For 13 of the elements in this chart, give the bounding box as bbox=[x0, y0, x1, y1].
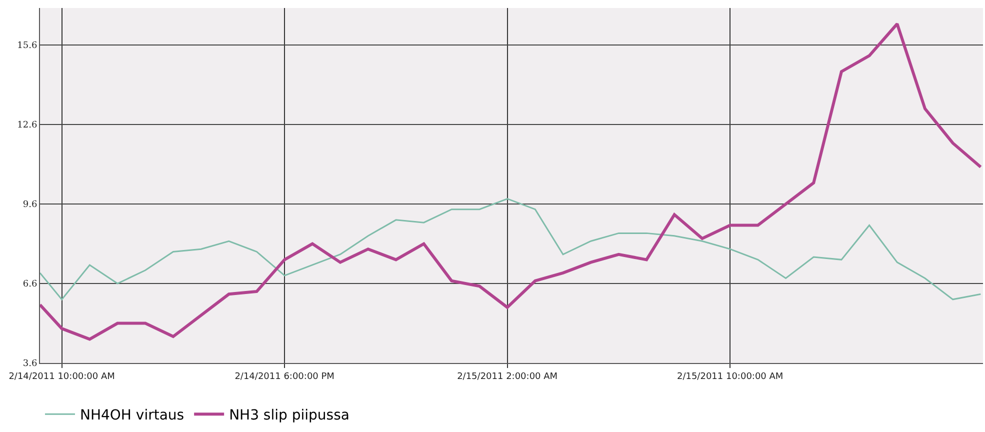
line-series bbox=[40, 198, 982, 300]
x-tick-label: 2/15/2011 10:00:00 AM bbox=[676, 372, 784, 382]
y-tick-label: 9.6 bbox=[22, 200, 38, 210]
x-tick-label: 2/15/2011 2:00:00 AM bbox=[457, 372, 558, 382]
legend-label: NH3 slip piipussa bbox=[229, 408, 350, 424]
x-tick-label: 2/14/2011 6:00:00 PM bbox=[234, 372, 334, 382]
y-tick-label: 12.6 bbox=[17, 120, 38, 131]
y-tick-label: 3.6 bbox=[22, 359, 38, 370]
line-series bbox=[40, 22, 982, 341]
y-tick-label: 15.6 bbox=[17, 41, 38, 52]
legend-label: NH4OH virtaus bbox=[80, 408, 184, 424]
y-tick-label: 6.6 bbox=[22, 280, 38, 290]
x-tick-label: 2/14/2011 10:00:00 AM bbox=[8, 372, 115, 382]
